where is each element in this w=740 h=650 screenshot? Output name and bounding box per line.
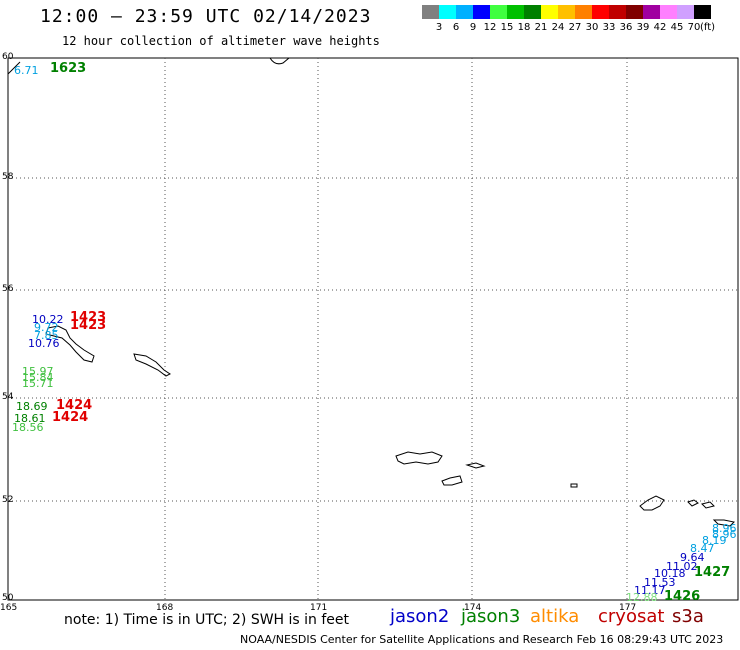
colorbar-tick-label: 12 xyxy=(483,22,497,33)
islet-b xyxy=(441,475,463,486)
map-frame xyxy=(7,57,739,601)
swh-value-label: 8.19 xyxy=(702,534,727,547)
swh-value-label: 11.17 xyxy=(634,584,666,597)
sat-s3a: s3a xyxy=(672,606,704,627)
coastline-corner xyxy=(7,61,21,75)
islands-east-c xyxy=(701,501,715,509)
colorbar-swatch xyxy=(507,5,524,19)
agattu-island xyxy=(133,353,171,377)
colorbar-swatch xyxy=(677,5,694,19)
swh-value-label: 10.22 xyxy=(32,313,64,326)
colorbar-swatch xyxy=(660,5,677,19)
swh-value-label: 15.84 xyxy=(22,371,54,384)
colorbar-swatch xyxy=(592,5,609,19)
lat-label-54: 54 xyxy=(2,392,14,402)
colorbar-swatch xyxy=(490,5,507,19)
sat-cryosat: cryosat xyxy=(598,606,665,627)
swh-value-label: 8.47 xyxy=(690,542,715,555)
colorbar-tick-label: 9 xyxy=(469,22,477,33)
note-text: note: 1) Time is in UTC; 2) SWH is in fe… xyxy=(64,612,350,628)
lat-label-52: 52 xyxy=(2,495,14,505)
colorbar-tick-label: 33 xyxy=(602,22,616,33)
colorbar-tick-label: 30 xyxy=(585,22,599,33)
islet-c xyxy=(570,483,578,488)
islands-east-d xyxy=(712,519,736,527)
colorbar-tick-label: 15 xyxy=(500,22,514,33)
colorbar-tick-label: 39 xyxy=(636,22,650,33)
swh-value-label: 12.88 xyxy=(626,591,658,604)
colorbar-swatch xyxy=(541,5,558,19)
pass-time-label: 1424 xyxy=(56,398,93,413)
colorbar-swatch xyxy=(422,5,439,19)
swh-value-label: 6.71 xyxy=(14,64,39,77)
adak-island xyxy=(395,451,443,465)
colorbar-swatch xyxy=(456,5,473,19)
colorbar-tick-label: 24 xyxy=(551,22,565,33)
lon-label-177: 177 xyxy=(619,603,637,613)
graticule xyxy=(8,58,738,600)
islands-east-a xyxy=(639,495,665,511)
pass-time-label: 1424 xyxy=(52,410,89,425)
sat-altika: altika xyxy=(530,606,580,627)
colorbar-swatch xyxy=(575,5,592,19)
pass-time-label: 1427 xyxy=(694,565,731,580)
colorbar-tick-label: 6 xyxy=(452,22,460,33)
lon-label-168: 168 xyxy=(156,603,174,613)
colorbar-tick-label: 27 xyxy=(568,22,582,33)
sat-jason2: jason2 xyxy=(390,606,450,627)
islet-a xyxy=(465,462,486,469)
colorbar-swatch xyxy=(694,5,711,19)
sat-jason3: jason3 xyxy=(461,606,521,627)
coastline-top xyxy=(269,57,290,65)
colorbar-swatch xyxy=(643,5,660,19)
swh-value-label: 18.69 xyxy=(16,400,48,413)
pass-time-label: 1423 xyxy=(70,318,107,333)
swh-value-label: 7.85 xyxy=(34,329,59,342)
swh-value-label: 10.18 xyxy=(654,567,686,580)
colorbar-tick-label: 36 xyxy=(619,22,633,33)
lat-label-56: 56 xyxy=(2,284,14,294)
swh-value-label: 9.64 xyxy=(680,551,705,564)
swh-value-label: 9.72 xyxy=(34,321,59,334)
coastlines xyxy=(7,57,736,527)
islands-east-b xyxy=(687,499,699,507)
colorbar-swatch xyxy=(558,5,575,19)
colorbar-unit-label: (ft) xyxy=(700,22,716,33)
swh-value-label: 18.61 xyxy=(14,412,46,425)
swh-value-label: 10.76 xyxy=(28,337,60,350)
map-subtitle: 12 hour collection of altimeter wave hei… xyxy=(62,34,380,48)
colorbar-tick-label: 45 xyxy=(670,22,684,33)
lon-label-171: 171 xyxy=(310,603,328,613)
pass-time-label: 1426 xyxy=(664,589,701,604)
footer-credit: NOAA/NESDIS Center for Satellite Applica… xyxy=(240,633,724,646)
colorbar-swatch xyxy=(473,5,490,19)
map-title: 12:00 — 23:59 UTC 02/14/2023 xyxy=(40,6,372,27)
pass-time-label: 1623 xyxy=(50,61,87,76)
colorbar-tick-label: 3 xyxy=(435,22,443,33)
colorbar-tick-label: 18 xyxy=(517,22,531,33)
swh-value-label: 18.56 xyxy=(12,421,44,434)
swh-value-label: 11.53 xyxy=(644,576,676,589)
lat-label-50: 50 xyxy=(2,593,14,603)
colorbar-swatch xyxy=(609,5,626,19)
lon-label-165: 165 xyxy=(0,603,18,613)
swh-value-label: 15.71 xyxy=(22,377,54,390)
lat-label-58: 58 xyxy=(2,172,14,182)
swh-value-label: 8.96 xyxy=(712,522,737,535)
lon-label-174: 174 xyxy=(464,603,482,613)
colorbar-tick-label: 70 xyxy=(687,22,701,33)
lat-label-60: 60 xyxy=(2,52,14,62)
colorbar-swatch xyxy=(439,5,456,19)
swh-value-label: 8.96 xyxy=(712,528,737,541)
swh-value-label: 11.02 xyxy=(666,560,698,573)
swh-value-label: 15.97 xyxy=(22,365,54,378)
attu-island xyxy=(45,325,95,363)
colorbar-tick-label: 21 xyxy=(534,22,548,33)
colorbar-swatch xyxy=(626,5,643,19)
pass-time-label: 1423 xyxy=(70,310,107,325)
colorbar-tick-label: 42 xyxy=(653,22,667,33)
colorbar-swatch xyxy=(524,5,541,19)
